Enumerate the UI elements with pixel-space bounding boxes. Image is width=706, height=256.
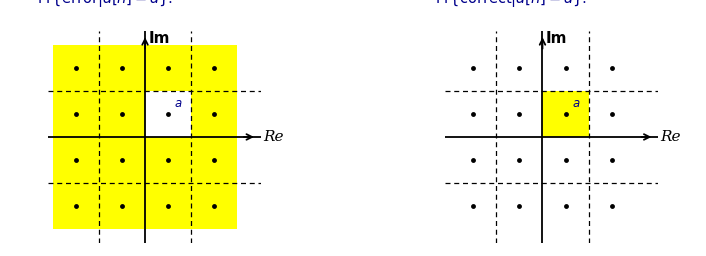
Text: $a$: $a$ <box>174 97 183 110</box>
Text: Im: Im <box>546 31 567 46</box>
Text: Re: Re <box>660 130 681 144</box>
Text: $a$: $a$ <box>572 97 580 110</box>
Text: $\mathrm{Pr\{correct|}$$a[n] = a\}$:: $\mathrm{Pr\{correct|}$$a[n] = a\}$: <box>435 0 587 9</box>
Text: Re: Re <box>263 130 283 144</box>
Bar <box>145 91 191 137</box>
Text: Im: Im <box>148 31 169 46</box>
Bar <box>542 91 589 137</box>
Text: $\mathrm{Pr\{error|}$$a[n] = a\}$:: $\mathrm{Pr\{error|}$$a[n] = a\}$: <box>37 0 174 9</box>
Bar <box>53 45 237 229</box>
